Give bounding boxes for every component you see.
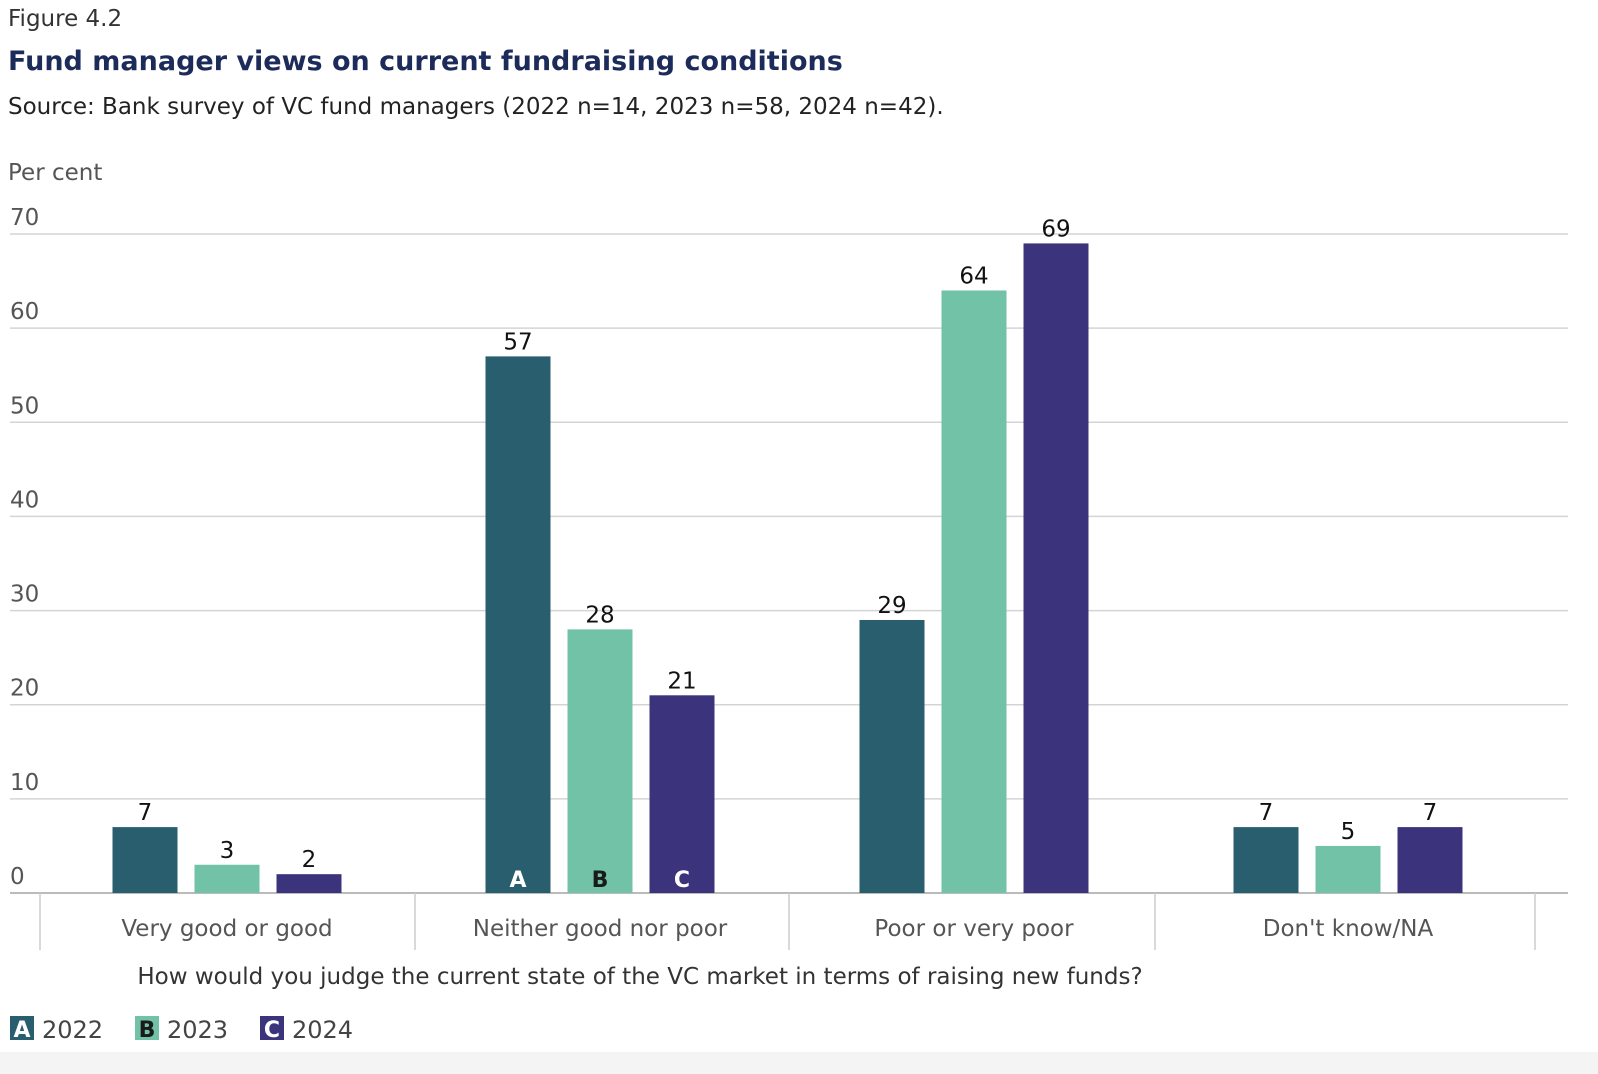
x-tick-label: Don't know/NA [1263,916,1434,942]
bar [1315,845,1381,893]
y-tick-label: 70 [10,205,39,231]
data-label: 7 [138,800,153,826]
data-label: 29 [877,593,906,619]
legend-marker: C [264,1018,280,1043]
legend-swatch [10,1016,34,1040]
y-axis-label: Per cent [8,160,102,186]
bar [859,619,925,893]
data-label: 64 [959,263,988,289]
bar [567,629,633,893]
y-tick-label: 60 [10,299,39,325]
y-tick-label: 50 [10,393,39,419]
legend-label: 2022 [42,1016,103,1044]
legend-swatch [135,1016,159,1040]
data-label: 69 [1041,216,1070,242]
legend-marker: A [13,1018,30,1043]
data-label: 2 [302,847,317,873]
y-tick-label: 0 [10,864,25,890]
y-tick-label: 30 [10,582,39,608]
data-label: 21 [667,668,696,694]
bar [194,864,260,893]
legend-swatch [260,1016,284,1040]
bar-series-marker: C [674,868,690,893]
legend-label: 2024 [292,1016,353,1044]
figure-label: Figure 4.2 [8,6,123,32]
data-label: 3 [220,838,235,864]
data-label: 5 [1341,819,1356,845]
data-label: 7 [1423,800,1438,826]
x-tick-label: Neither good nor poor [473,916,728,942]
legend-marker: B [139,1018,156,1043]
bar [941,290,1007,893]
y-tick-label: 10 [10,770,39,796]
bar [276,874,342,893]
bar [1023,243,1089,893]
legend-label: 2023 [167,1016,228,1044]
data-label: 7 [1259,800,1274,826]
bar [112,827,178,893]
data-label: 57 [503,329,532,355]
bar [1233,827,1299,893]
bar-series-marker: A [509,868,526,893]
footer-strip [0,1052,1598,1074]
bar [649,695,715,893]
x-axis-label: How would you judge the current state of… [137,964,1142,990]
bar [485,356,551,893]
bar [1397,827,1463,893]
x-tick-label: Poor or very poor [874,916,1074,942]
x-tick-label: Very good or good [121,916,332,942]
y-tick-label: 20 [10,676,39,702]
bar-series-marker: B [592,868,609,893]
chart-subtitle: Source: Bank survey of VC fund managers … [8,94,944,120]
chart-title: Fund manager views on current fundraisin… [8,46,843,77]
y-tick-label: 40 [10,487,39,513]
data-label: 28 [585,602,614,628]
